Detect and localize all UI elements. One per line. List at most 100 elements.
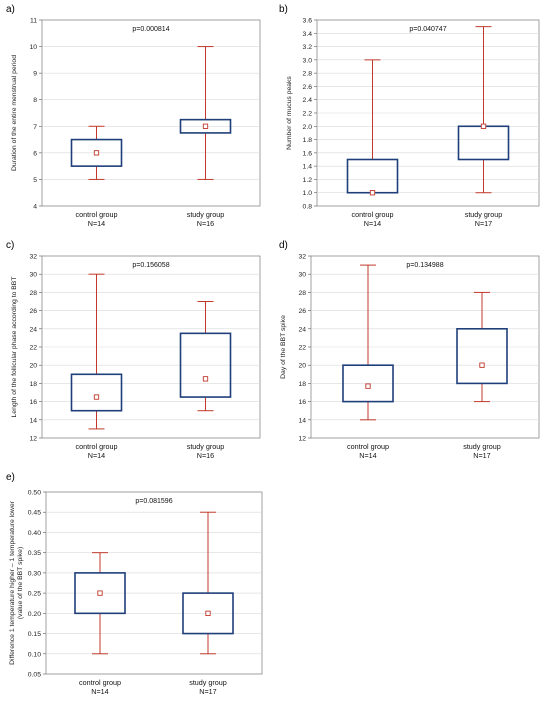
chart-panel-b: b) 0.8 1.0 1.2 1.4 1.6 1.8 2.0 2.2 2.4 2.6 2.8 3.0 3…: [275, 0, 550, 236]
x-group-n-label: N=17: [199, 687, 216, 696]
y-tick-label: 0.15: [28, 631, 41, 638]
y-tick-label: 2.8: [303, 71, 313, 78]
y-tick-label: 12: [29, 436, 37, 443]
y-tick-label: 2.2: [303, 111, 313, 118]
x-group-label: study group: [187, 210, 225, 219]
center-marker: [97, 590, 103, 596]
x-group-n-label: N=14: [88, 451, 105, 460]
center-marker: [93, 150, 100, 156]
y-tick-label: 2.4: [303, 97, 313, 104]
x-group-n-label: N=17: [475, 219, 492, 228]
y-tick-label: 3.2: [303, 44, 313, 51]
y-tick-label: 2.0: [303, 124, 313, 131]
y-tick-label: 8: [33, 97, 37, 104]
y-tick-label: 32: [29, 254, 37, 261]
x-group-n-label: N=16: [197, 451, 214, 460]
iqr-box: [70, 138, 123, 167]
plot-area: [45, 491, 263, 675]
x-group-n-label: N=17: [473, 451, 490, 460]
y-tick-label: 10: [29, 44, 37, 51]
p-value-label: p=0.134988: [406, 262, 443, 269]
y-tick-label: 5: [33, 177, 37, 184]
iqr-box: [182, 592, 234, 635]
y-tick-label: 6: [33, 150, 37, 157]
y-tick-label: 26: [298, 308, 306, 315]
boxplot-chart-c: 12 14 16 18 20 22 24 26 28 30 32 Length of the foll…: [11, 254, 261, 460]
y-tick-label: 0.10: [28, 651, 41, 658]
y-tick-label: 1.2: [303, 177, 313, 184]
y-tick-label: 16: [29, 399, 37, 406]
center-marker: [365, 383, 371, 389]
y-tick-label: 30: [29, 272, 37, 279]
y-tick-label: 20: [29, 363, 37, 370]
y-tick-label: 0.20: [28, 611, 41, 618]
center-marker: [205, 610, 211, 616]
y-tick-label: 3.6: [303, 18, 313, 25]
plot-area: [41, 19, 261, 207]
boxplot-chart-e: 0.05 0.10 0.15 0.20 0.25 0.30 0.35 0.40 0.45 0.50…: [9, 490, 263, 696]
y-tick-label: 0.40: [28, 530, 41, 537]
y-tick-label: 1.0: [303, 190, 313, 197]
y-axis-label: Duration of the entire menstrual period: [11, 55, 18, 171]
p-value-label: p=0.081596: [135, 498, 172, 505]
center-marker: [202, 376, 209, 382]
panel-letter: a): [6, 4, 15, 15]
center-marker: [202, 123, 209, 129]
panel-letter: c): [6, 240, 15, 251]
boxplot-chart-b: 0.8 1.0 1.2 1.4 1.6 1.8 2.0 2.2 2.4 2.6 2.8 3.0 3.2 3…: [286, 18, 540, 228]
center-marker: [369, 190, 376, 196]
center-marker: [479, 362, 485, 368]
x-group-label: control group: [76, 442, 118, 451]
iqr-box: [70, 373, 123, 412]
y-tick-label: 16: [298, 399, 306, 406]
boxplot-chart-a: 4 5 6 7 8 9 10 11 Duration of the entire menstru…: [11, 18, 261, 228]
y-tick-label: 0.35: [28, 550, 41, 557]
x-group-n-label: N=14: [91, 687, 108, 696]
y-tick-label: 22: [298, 345, 306, 352]
y-tick-label: 0.05: [28, 672, 41, 679]
y-axis-label: Day of the BBT spike: [280, 315, 287, 379]
y-tick-label: 28: [298, 290, 306, 297]
y-tick-label: 1.8: [303, 137, 313, 144]
y-tick-label: 1.4: [303, 164, 313, 171]
iqr-box: [456, 328, 508, 385]
x-group-label: control group: [347, 442, 389, 451]
center-marker: [93, 394, 100, 400]
iqr-box: [74, 572, 126, 615]
y-tick-label: 4: [33, 204, 37, 211]
x-group-label: control group: [76, 210, 118, 219]
chart-panel-c: c) 12 14 16 18 20 22 24 26 28 30 32 Length of the f…: [0, 236, 275, 466]
y-tick-label: 11: [30, 18, 37, 25]
boxplot-chart-d: 12 14 16 18 20 22 24 26 28 30 32 Day of the BBT spi…: [280, 254, 540, 460]
chart-panel-e: e) 0.05 0.10 0.15 0.20 0.25 0.30 0.35 0.40 0.45 0…: [0, 466, 275, 702]
x-group-label: control group: [79, 678, 121, 687]
iqr-box: [179, 118, 232, 134]
x-group-n-label: N=16: [197, 219, 214, 228]
x-group-label: study group: [189, 678, 227, 687]
y-tick-label: 18: [298, 381, 306, 388]
y-tick-label: 0.50: [28, 490, 41, 497]
y-axis-label: Length of the follicular phase according…: [11, 277, 18, 418]
iqr-box: [179, 332, 232, 398]
y-tick-label: 30: [298, 272, 306, 279]
x-group-label: study group: [465, 210, 503, 219]
iqr-box: [342, 364, 394, 403]
p-value-label: p=0.040747: [409, 26, 446, 33]
y-tick-label: 24: [298, 326, 306, 333]
y-tick-label: 0.8: [303, 204, 313, 211]
y-tick-label: 3.0: [303, 57, 313, 64]
y-tick-label: 20: [298, 363, 306, 370]
y-tick-label: 3.4: [303, 31, 313, 38]
y-tick-label: 26: [29, 308, 37, 315]
x-group-label: control group: [352, 210, 394, 219]
x-group-n-label: N=14: [364, 219, 381, 228]
y-tick-label: 0.30: [28, 570, 41, 577]
center-marker: [480, 123, 487, 129]
y-tick-label: 24: [29, 326, 37, 333]
p-value-label: p=0.000814: [132, 26, 169, 33]
chart-panel-a: a) 4 5 6 7 8 9 10 11 Duration of the entire mens…: [0, 0, 275, 236]
y-tick-label: 2.6: [303, 84, 313, 91]
x-group-label: study group: [187, 442, 225, 451]
panel-letter: e): [6, 472, 15, 483]
y-tick-label: 7: [33, 124, 37, 131]
